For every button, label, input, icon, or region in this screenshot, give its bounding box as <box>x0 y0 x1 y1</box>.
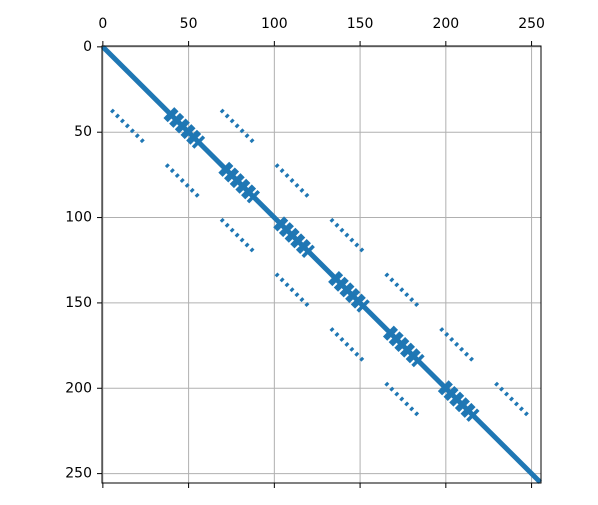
sparsity-band <box>219 217 257 255</box>
y-tick-label: 0 <box>83 39 92 55</box>
x-tick-label: 0 <box>98 16 107 32</box>
x-tick-label: 150 <box>347 16 374 32</box>
x-tick-label: 50 <box>180 16 198 32</box>
sparsity-band <box>163 112 200 149</box>
sparsity-band <box>439 327 477 365</box>
sparsity-band <box>329 217 367 255</box>
sparsity-band <box>328 276 365 313</box>
sparsity-band <box>384 381 422 419</box>
y-tick-label: 250 <box>65 466 92 482</box>
sparsity-band <box>223 161 261 199</box>
sparsity-band <box>333 271 370 308</box>
x-tick-label: 100 <box>261 16 288 32</box>
sparsity-band <box>219 108 257 146</box>
y-tick-label: 200 <box>65 380 92 396</box>
sparsity-band <box>101 45 542 484</box>
y-tick-label: 100 <box>65 210 92 226</box>
x-tick-label: 250 <box>518 16 545 32</box>
sparsity-band <box>168 107 206 144</box>
sparsity-band <box>273 221 310 258</box>
sparsity-band <box>384 272 422 310</box>
y-tick-label: 50 <box>74 124 92 140</box>
y-tick-label: 150 <box>65 295 92 311</box>
sparsity-band <box>274 272 312 310</box>
sparsity-band <box>329 327 367 365</box>
sparsity-band <box>164 163 203 201</box>
plot-frame <box>101 45 542 484</box>
sparsity-band <box>278 216 315 253</box>
sparsity-band <box>274 163 312 201</box>
sparsity-band <box>494 381 532 419</box>
sparsity-band <box>110 108 148 146</box>
sparsity-band <box>437 385 475 422</box>
sparsity-band <box>382 330 420 368</box>
sparsity-band <box>218 166 255 204</box>
sparsity-band <box>443 380 480 417</box>
x-tick-label: 200 <box>432 16 459 32</box>
sparsity-band <box>388 325 425 363</box>
